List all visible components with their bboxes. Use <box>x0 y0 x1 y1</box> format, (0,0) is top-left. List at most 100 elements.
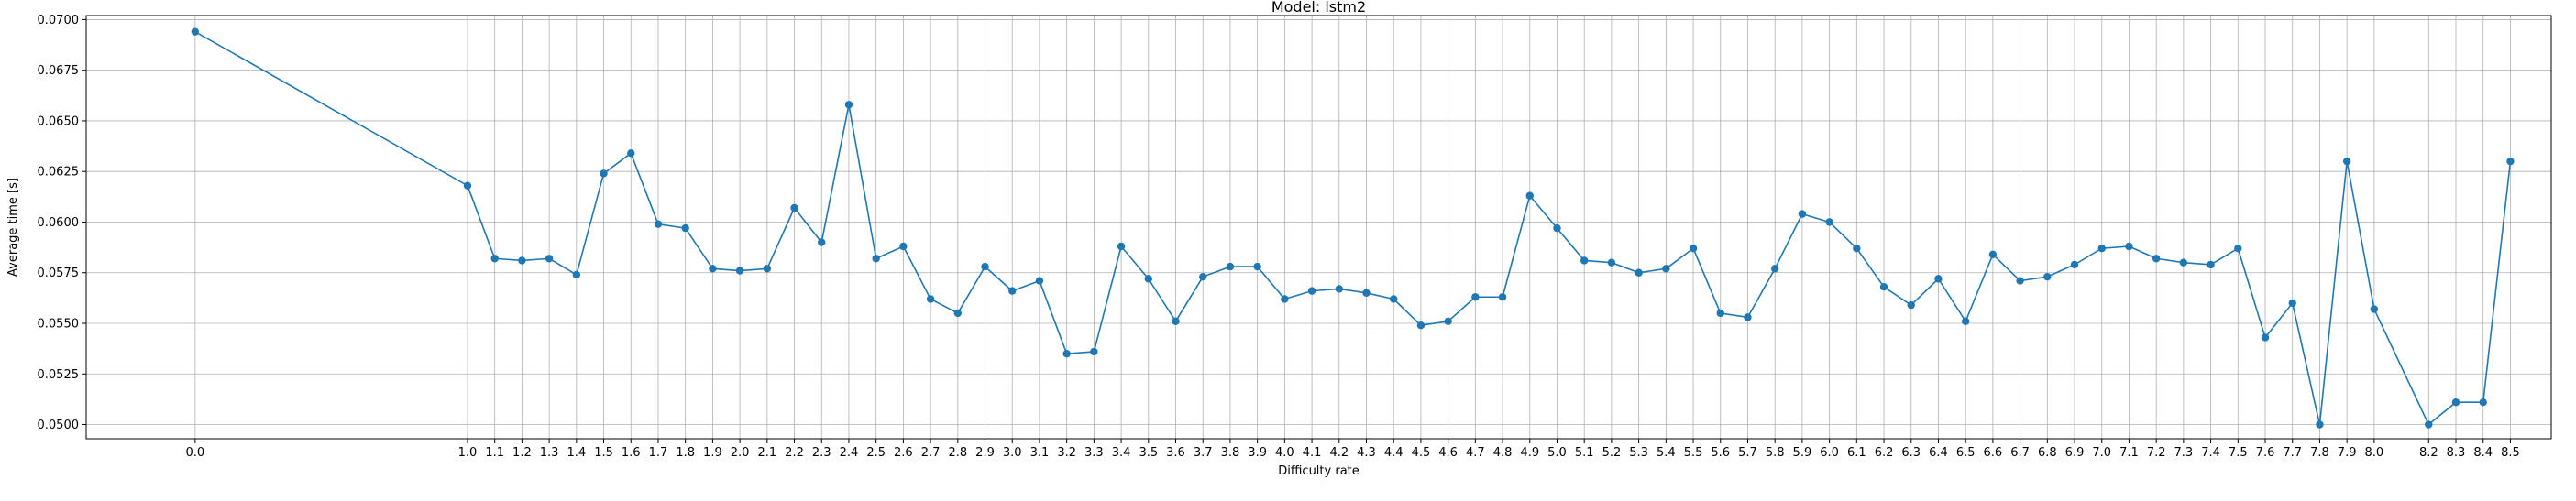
x-tick-label: 3.5 <box>1139 446 1158 460</box>
x-tick-label: 7.7 <box>2283 446 2302 460</box>
data-point <box>1525 191 1534 200</box>
data-point <box>1035 277 1044 285</box>
x-tick-label: 4.2 <box>1329 446 1349 460</box>
data-point <box>981 262 989 271</box>
data-point <box>2370 305 2379 313</box>
x-tick-label: 3.0 <box>1003 446 1022 460</box>
data-point <box>2043 272 2052 281</box>
x-tick-label: 8.4 <box>2473 446 2493 460</box>
data-point <box>872 255 880 263</box>
x-tick-label: 2.3 <box>812 446 831 460</box>
data-point <box>1553 223 1561 233</box>
x-tick-label: 8.5 <box>2501 446 2520 460</box>
x-tick-label: 6.3 <box>1901 446 1921 460</box>
x-tick-label: 7.3 <box>2174 446 2194 460</box>
x-tick-label: 6.6 <box>1984 446 2003 460</box>
data-point <box>2207 260 2215 269</box>
y-tick-label: 0.0675 <box>38 64 80 78</box>
x-tick-label: 2.6 <box>894 446 913 460</box>
data-point <box>2179 258 2188 267</box>
y-tick-label: 0.0575 <box>38 267 80 280</box>
data-point <box>2425 420 2433 429</box>
x-tick-label: 6.5 <box>1956 446 1976 460</box>
x-tick-label: 6.8 <box>2038 446 2057 460</box>
data-point <box>1362 289 1371 298</box>
x-tick-label: 2.4 <box>840 446 859 460</box>
data-point <box>1008 287 1017 295</box>
x-tick-label: 2.7 <box>921 446 941 460</box>
x-tick-label: 7.0 <box>2092 446 2111 460</box>
data-point <box>1879 283 1888 291</box>
data-point <box>1934 275 1943 283</box>
data-point <box>2288 299 2296 308</box>
x-tick-label: 2.5 <box>866 446 886 460</box>
x-tick-label: 7.8 <box>2310 446 2329 460</box>
data-point <box>490 255 499 263</box>
x-tick-label: 7.5 <box>2229 446 2248 460</box>
y-axis-label: Average time [s] <box>6 178 20 277</box>
x-tick-label: 4.9 <box>1520 446 1539 460</box>
data-point <box>627 149 635 158</box>
data-point <box>1662 265 1670 273</box>
chart-title: Model: lstm2 <box>1271 0 1366 16</box>
data-point <box>818 238 826 246</box>
data-point <box>844 101 853 109</box>
x-tick-label: 1.1 <box>485 446 504 460</box>
x-tick-label: 1.5 <box>594 446 613 460</box>
data-point <box>1798 210 1807 218</box>
x-tick-label: 5.2 <box>1602 446 1622 460</box>
data-point <box>1907 300 1915 310</box>
x-tick-label: 1.9 <box>703 446 722 460</box>
data-point <box>2479 398 2487 407</box>
plot-frame <box>85 15 2552 440</box>
data-point <box>1117 242 1126 251</box>
x-tick-label: 7.4 <box>2201 446 2220 460</box>
x-tick-label: 3.4 <box>1112 446 1131 460</box>
data-point <box>790 203 798 212</box>
x-tick-label: 6.1 <box>1847 446 1866 460</box>
data-point <box>681 223 689 233</box>
data-point <box>1498 293 1507 301</box>
x-tick-label: 4.7 <box>1466 446 1485 460</box>
x-tick-label: 5.6 <box>1711 446 1730 460</box>
x-tick-label: 4.8 <box>1493 446 1513 460</box>
data-point <box>1281 295 1289 303</box>
data-point <box>1716 309 1724 318</box>
data-point <box>1390 295 1398 303</box>
x-tick-label: 4.4 <box>1384 446 1404 460</box>
x-tick-label: 1.7 <box>649 446 668 460</box>
x-tick-label: 6.7 <box>2010 446 2030 460</box>
data-point <box>1090 347 1098 356</box>
data-point <box>1635 268 1643 277</box>
data-point <box>1335 285 1343 293</box>
x-tick-label: 6.0 <box>1820 446 1839 460</box>
data-point <box>2097 245 2106 253</box>
data-point <box>1689 245 1698 253</box>
x-tick-label: 4.6 <box>1438 446 1458 460</box>
y-tick-label: 0.0650 <box>38 114 80 128</box>
x-tick-label: 1.3 <box>540 446 559 460</box>
x-tick-label: 4.0 <box>1275 446 1294 460</box>
data-point <box>1226 262 1235 271</box>
data-point <box>1199 272 1207 281</box>
data-point <box>191 27 200 36</box>
data-point <box>1744 313 1752 321</box>
series-line <box>194 30 2512 426</box>
x-tick-label: 3.9 <box>1248 446 1267 460</box>
x-tick-label: 7.9 <box>2338 446 2357 460</box>
data-point <box>2152 255 2161 263</box>
data-point <box>1607 258 1616 267</box>
data-point <box>2506 157 2515 166</box>
x-tick-label: 0.0 <box>186 446 205 460</box>
data-point <box>2016 277 2024 285</box>
data-point <box>2342 157 2351 166</box>
x-tick-label: 2.1 <box>757 446 776 460</box>
y-tick-label: 0.0600 <box>38 216 80 230</box>
y-tick-label: 0.0625 <box>38 166 80 180</box>
data-point <box>1253 262 1261 271</box>
y-tick-label: 0.0550 <box>38 318 80 332</box>
data-point <box>899 242 908 251</box>
y-axis: 0.0500 0.0525 0.0550 0.0575 0.0600 0.0625 0.06… <box>38 14 86 432</box>
x-tick-label: 8.2 <box>2419 446 2438 460</box>
